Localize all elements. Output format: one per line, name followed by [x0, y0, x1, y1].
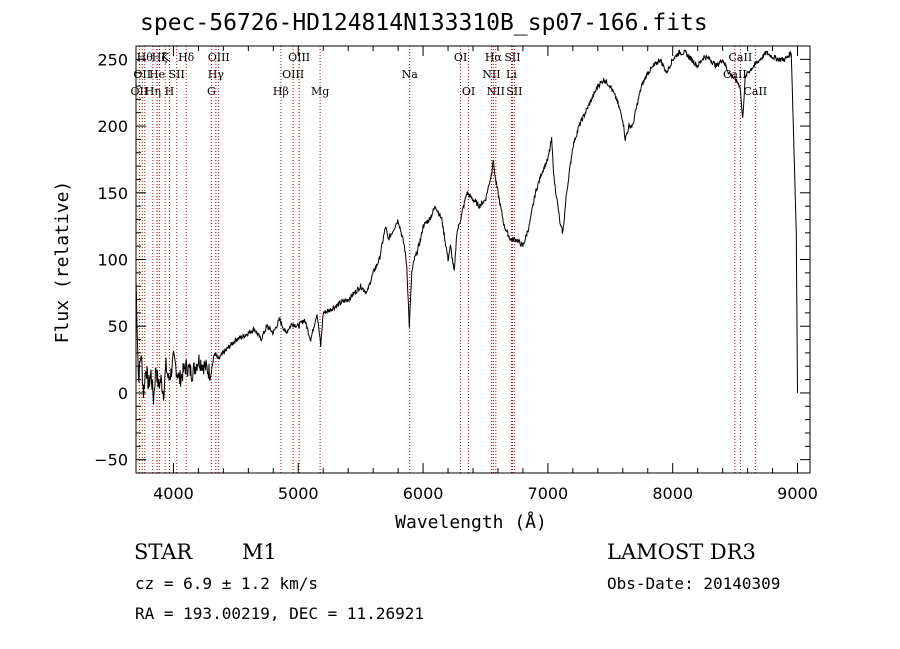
marker-label: OII — [131, 85, 149, 98]
marker-label: OI — [462, 85, 475, 98]
x-tick-label: 9000 — [777, 484, 818, 503]
marker-label: CaII — [729, 51, 753, 64]
y-tick-label: 200 — [97, 117, 128, 136]
marker-label: OII — [133, 68, 151, 81]
plot-frame — [135, 45, 811, 474]
marker-label: NII — [487, 85, 505, 98]
marker-label: OI — [454, 51, 467, 64]
y-tick-label: 50 — [108, 317, 128, 336]
marker-label: G — [207, 85, 216, 98]
observation-date: Obs-Date: 20140309 — [607, 574, 781, 593]
marker-label: CaII — [743, 85, 767, 98]
line-markers — [138, 46, 756, 473]
x-tick-label: 4000 — [153, 484, 194, 503]
marker-label: OIII — [288, 51, 310, 64]
marker-label: Mg — [311, 85, 329, 98]
marker-label: OIII — [208, 51, 230, 64]
marker-label: He — [149, 68, 165, 81]
y-axis-label: Flux (relative) — [52, 181, 73, 344]
line-marker-labels: OII OII Hθ Hη He HζK H SII Hδ G Hγ OIII Hβ OIII OIII Mg… — [131, 51, 768, 98]
marker-label: Na — [402, 68, 419, 81]
survey-name: LAMOST DR3 — [607, 540, 756, 564]
marker-label: Hθ — [137, 51, 154, 64]
marker-label: NII — [482, 68, 500, 81]
x-tick-label: 8000 — [652, 484, 693, 503]
spectrum-line — [135, 49, 798, 405]
axis-ticks: 4000 5000 6000 7000 8000 9000 −50 0 50 100 150 200 2… — [94, 45, 818, 503]
y-tick-label: 100 — [97, 251, 128, 270]
marker-label: OIII — [282, 68, 304, 81]
chart-title: spec-56726-HD124814N133310B_sp07-166.fit… — [140, 10, 708, 36]
x-tick-label: 5000 — [278, 484, 319, 503]
y-tick-label: 250 — [97, 50, 128, 69]
marker-label: Hη — [145, 85, 161, 98]
y-tick-label: 150 — [97, 184, 128, 203]
marker-label: K — [161, 51, 170, 64]
marker-label: Hδ — [178, 51, 195, 64]
marker-label: SII — [169, 68, 185, 81]
marker-label: Hβ — [273, 85, 289, 98]
marker-label: CaII — [723, 68, 747, 81]
coordinates: RA = 193.00219, DEC = 11.26921 — [135, 604, 424, 623]
y-tick-label: 0 — [118, 384, 128, 403]
marker-label: Hζ — [152, 51, 168, 64]
x-tick-label: 6000 — [403, 484, 444, 503]
marker-label: Li — [506, 68, 517, 81]
marker-label: Hγ — [208, 68, 225, 81]
x-tick-label: 7000 — [528, 484, 569, 503]
marker-label: SII — [506, 85, 522, 98]
object-subclass: M1 — [242, 540, 277, 564]
redshift-value: cz = 6.9 ± 1.2 km/s — [135, 574, 319, 593]
marker-label: Hα — [485, 51, 503, 64]
x-axis-label: Wavelength (Å) — [395, 511, 547, 533]
marker-label: H — [165, 85, 175, 98]
y-tick-label: −50 — [94, 451, 128, 470]
marker-label: SII — [504, 51, 520, 64]
object-class: STAR — [134, 540, 193, 564]
